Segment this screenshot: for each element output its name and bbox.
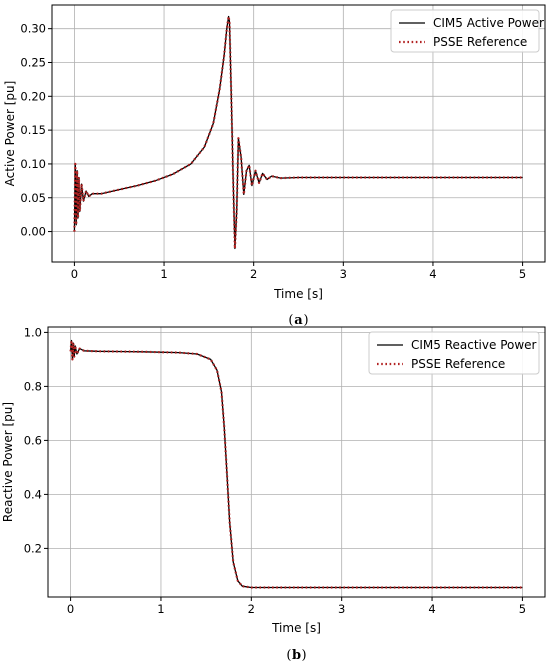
chart1-legend-label-1: CIM5 Active Power [433, 16, 544, 30]
chart2-x-tick-label: 2 [248, 602, 255, 616]
chart1-x-tick-label: 1 [160, 267, 167, 281]
chart2-panel-label: b [292, 648, 301, 663]
chart2-axes-frame [47, 326, 546, 598]
chart2-y-tick-label: 0.4 [24, 487, 42, 501]
chart1-y-tick-label: 0.25 [20, 55, 46, 69]
chart1-y-axis-label: Active Power [pu] [3, 81, 17, 187]
chart2-legend-label-2: PSSE Reference [411, 357, 505, 371]
chart2-y-tick-label: 0.8 [24, 379, 42, 393]
chart2-x-tick-label: 1 [157, 602, 164, 616]
chart2-x-tick-label: 0 [67, 602, 74, 616]
chart2-panel-label-open: ( [286, 648, 291, 663]
chart1-x-tick-label: 2 [250, 267, 257, 281]
chart1-x-tick-label: 4 [429, 267, 436, 281]
chart2-x-tick-label: 3 [338, 602, 345, 616]
chart1-y-tick-label: 0.05 [20, 191, 46, 205]
chart1-y-tick-label: 0.00 [20, 225, 46, 239]
chart2-x-tick-label: 5 [519, 602, 526, 616]
chart1-panel-label-open: ( [288, 313, 293, 328]
chart1-legend [390, 9, 540, 53]
chart1-y-tick-label: 0.30 [20, 22, 46, 36]
chart2-x-tick-label: 4 [428, 602, 435, 616]
chart1-legend-label-2: PSSE Reference [433, 35, 527, 49]
chart1-y-tick-label: 0.10 [20, 157, 46, 171]
chart2-series-2-line [69, 339, 523, 589]
chart2-series-1-line [69, 339, 523, 589]
chart1-x-tick-label: 5 [519, 267, 526, 281]
chart2-legend-label-1: CIM5 Reactive Power [411, 338, 537, 352]
chart1-y-tick-label: 0.20 [20, 89, 46, 103]
chart1-x-tick-label: 3 [340, 267, 347, 281]
chart1-panel-label: a [294, 313, 303, 328]
chart1-x-axis-label: Time [s] [273, 287, 323, 301]
chart2-y-axis-label: Reactive Power [pu] [1, 402, 15, 522]
chart1-x-tick-label: 0 [71, 267, 78, 281]
chart2-x-axis-label: Time [s] [271, 621, 321, 635]
chart2-legend [368, 331, 540, 375]
chart2-panel-label-close: ) [302, 648, 307, 663]
chart1-panel-label-close: ) [304, 313, 309, 328]
chart1-axes-frame [51, 4, 546, 263]
chart2-y-tick-label: 1.0 [24, 325, 42, 339]
chart1-y-tick-label: 0.15 [20, 123, 46, 137]
chart1-series-2-line [73, 15, 523, 250]
chart2-y-tick-label: 0.6 [24, 433, 42, 447]
chart2-y-tick-label: 0.2 [24, 541, 42, 555]
